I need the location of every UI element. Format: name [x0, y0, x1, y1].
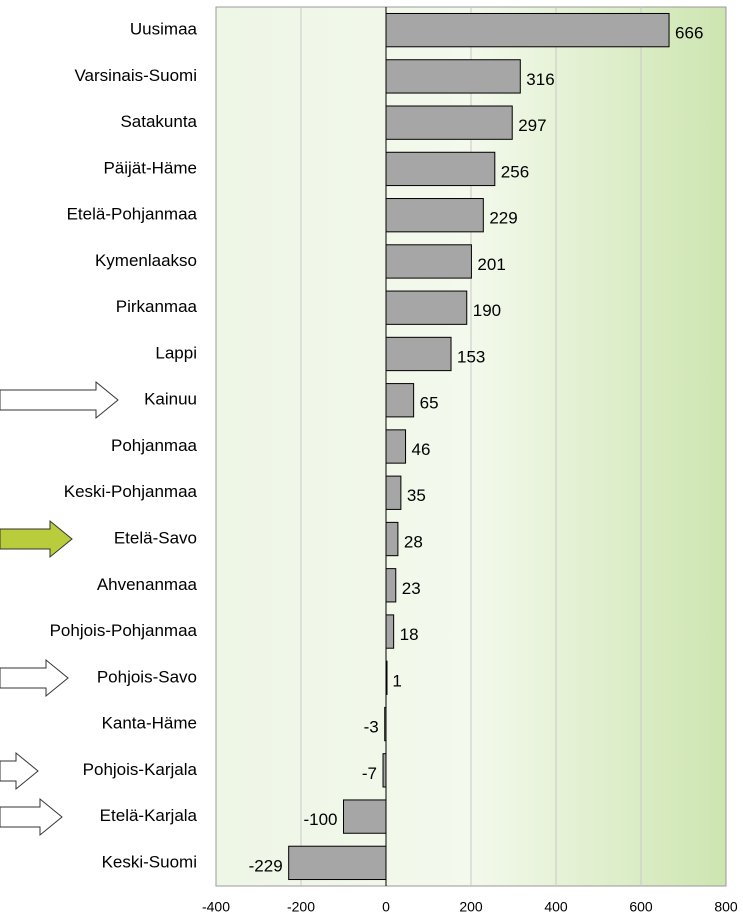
arrow: [0, 797, 63, 837]
arrow: [0, 658, 69, 698]
bar: [288, 845, 387, 881]
value-label: 65: [420, 394, 439, 413]
value-label: 28: [404, 533, 423, 552]
bar: [385, 12, 670, 48]
y-tick-label: Etelä-Karjala: [100, 806, 198, 825]
x-tick-label: -400: [202, 899, 230, 915]
bar: [343, 799, 387, 834]
value-label: 190: [473, 301, 501, 320]
value-label: 297: [518, 116, 546, 135]
y-tick-label: Satakunta: [120, 112, 197, 131]
y-tick-label: Pirkanmaa: [116, 297, 198, 316]
value-label: 18: [400, 625, 419, 644]
bar: [385, 244, 472, 279]
y-tick-label: Varsinais-Suomi: [74, 66, 197, 85]
arrow: [0, 751, 39, 791]
bar: [385, 290, 468, 325]
bar: [385, 383, 415, 418]
value-label: 666: [675, 24, 703, 43]
bar: [385, 521, 399, 557]
bar: [385, 614, 395, 649]
x-tick-label: -200: [287, 899, 315, 915]
y-tick-label: Keski-Suomi: [102, 852, 197, 871]
bar: [385, 429, 407, 464]
value-label: -3: [364, 718, 379, 737]
value-label: -229: [249, 856, 283, 875]
y-tick-label: Etelä-Savo: [114, 529, 197, 548]
arrow: [0, 380, 119, 420]
value-label: 229: [489, 209, 517, 228]
value-label: 316: [526, 70, 554, 89]
y-tick-label: Kymenlaakso: [95, 251, 197, 270]
bar: [385, 336, 452, 372]
x-tick-label: 800: [714, 899, 738, 915]
y-tick-label: Kainuu: [144, 390, 197, 409]
value-label: 1: [392, 671, 401, 690]
bar: [385, 198, 484, 233]
value-label: 153: [457, 347, 485, 366]
value-label: -7: [362, 764, 377, 783]
y-tick-label: Pohjanmaa: [111, 436, 198, 455]
y-tick-label: Päijät-Häme: [103, 158, 197, 177]
y-tick-label: Pohjois-Pohjanmaa: [50, 621, 198, 640]
value-label: 201: [477, 255, 505, 274]
value-label: 23: [402, 579, 421, 598]
bar: [385, 105, 513, 140]
bar: [385, 59, 521, 94]
y-tick-label: Ahvenanmaa: [97, 575, 198, 594]
value-label: 256: [501, 162, 529, 181]
y-tick-label: Pohjois-Karjala: [83, 760, 198, 779]
x-tick-label: 400: [544, 899, 568, 915]
y-tick-label: Etelä-Pohjanmaa: [67, 205, 198, 224]
y-tick-label: Lappi: [155, 343, 197, 362]
y-tick-label: Kanta-Häme: [102, 714, 197, 733]
arrow: [0, 519, 73, 559]
value-label: 46: [412, 440, 431, 459]
bar: [385, 568, 397, 603]
value-label: -100: [303, 810, 337, 829]
y-tick-label: Keski-Pohjanmaa: [64, 482, 198, 501]
x-tick-label: 600: [629, 899, 653, 915]
y-tick-label: Uusimaa: [130, 20, 198, 39]
y-tick-label: Pohjois-Savo: [97, 667, 197, 686]
value-label: 35: [407, 486, 426, 505]
x-tick-label: 200: [459, 899, 483, 915]
x-tick-label: 0: [382, 899, 390, 915]
bar: [385, 475, 402, 510]
bar: [385, 151, 496, 187]
